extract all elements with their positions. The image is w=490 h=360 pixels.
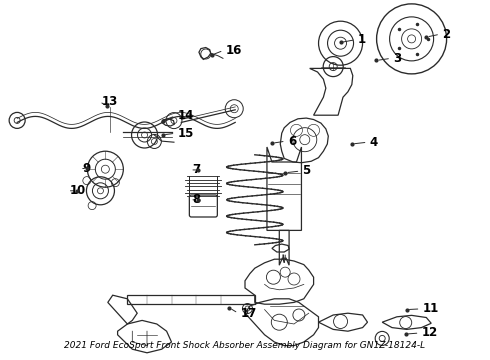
Text: 11: 11 <box>422 302 439 315</box>
Text: 16: 16 <box>225 44 242 57</box>
Text: 13: 13 <box>101 95 118 108</box>
Text: 1: 1 <box>358 33 366 46</box>
Text: 3: 3 <box>393 52 401 65</box>
Text: 12: 12 <box>421 327 438 339</box>
Text: 14: 14 <box>177 109 194 122</box>
Text: 8: 8 <box>192 193 200 206</box>
Text: 5: 5 <box>302 165 311 177</box>
Text: 2: 2 <box>442 28 450 41</box>
Text: 17: 17 <box>240 307 256 320</box>
Text: 10: 10 <box>70 184 86 197</box>
Text: 15: 15 <box>177 127 194 140</box>
Text: 6: 6 <box>288 135 296 148</box>
Text: 2021 Ford EcoSport Front Shock Absorber Assembly Diagram for GN1Z-18124-L: 2021 Ford EcoSport Front Shock Absorber … <box>65 341 425 350</box>
Text: 9: 9 <box>82 162 90 175</box>
Text: 4: 4 <box>369 136 378 149</box>
Text: 7: 7 <box>192 163 200 176</box>
